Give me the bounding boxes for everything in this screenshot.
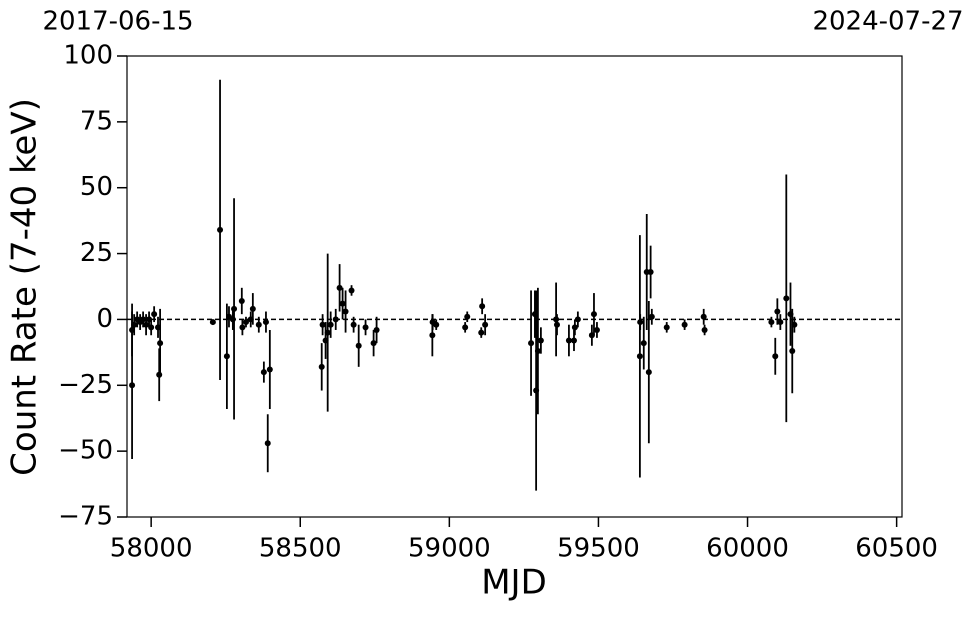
data-point: [318, 363, 325, 370]
y-axis-label: Count Rate (7-40 keV): [5, 98, 45, 476]
data-point: [249, 305, 256, 312]
data-point: [373, 326, 380, 333]
data-point: [324, 329, 331, 336]
data-point: [464, 313, 471, 320]
data-point: [327, 321, 334, 328]
data-point: [681, 321, 688, 328]
data-point: [429, 332, 436, 339]
data-point: [157, 340, 164, 347]
data-point: [140, 316, 147, 323]
data-point: [342, 308, 349, 315]
data-point: [148, 324, 155, 331]
top-label-start: 2017-06-15: [42, 7, 193, 37]
data-point: [528, 340, 535, 347]
data-point: [462, 324, 469, 331]
data-point: [570, 337, 577, 344]
x-tick-label: 59000: [408, 534, 491, 564]
data-point: [640, 340, 647, 347]
data-point: [350, 321, 357, 328]
data-point: [648, 313, 655, 320]
data-point: [255, 321, 262, 328]
y-tick-label: −75: [58, 502, 113, 532]
y-tick-label: −50: [58, 436, 113, 466]
x-tick-label: 58000: [110, 534, 193, 564]
data-point: [777, 319, 784, 326]
x-axis-label: MJD: [481, 563, 547, 603]
data-point: [355, 342, 362, 349]
data-point: [593, 326, 600, 333]
data-point: [433, 321, 440, 328]
data-point: [332, 316, 339, 323]
data-point: [262, 319, 269, 326]
data-point: [264, 440, 271, 447]
data-point: [482, 321, 489, 328]
data-point: [574, 316, 581, 323]
data-point: [339, 300, 346, 307]
data-point: [789, 348, 796, 355]
data-point: [701, 326, 708, 333]
data-point: [231, 305, 238, 312]
data-point: [772, 353, 779, 360]
data-point: [637, 319, 644, 326]
data-point: [209, 319, 216, 326]
x-tick-label: 59500: [557, 534, 640, 564]
data-point: [319, 321, 326, 328]
data-point: [362, 324, 369, 331]
x-tick-label: 60500: [855, 534, 938, 564]
data-point: [238, 297, 245, 304]
data-point: [647, 269, 654, 276]
data-point: [479, 303, 486, 310]
data-point: [260, 369, 267, 376]
data-point: [336, 284, 343, 291]
data-point: [223, 353, 230, 360]
y-tick-label: −25: [58, 370, 113, 400]
plot-frame: [126, 55, 903, 518]
data-point: [700, 313, 707, 320]
data-point: [242, 319, 249, 326]
x-tick-label: 60000: [706, 534, 789, 564]
data-point: [553, 321, 560, 328]
y-tick-label: 100: [63, 41, 113, 71]
data-point: [636, 353, 643, 360]
data-point: [151, 311, 158, 318]
data-point: [217, 226, 224, 233]
data-point: [370, 340, 377, 347]
data-point: [768, 319, 775, 326]
data-point: [791, 321, 798, 328]
data-point: [537, 337, 544, 344]
data-point: [229, 316, 236, 323]
data-point: [534, 348, 541, 355]
data-point: [663, 324, 670, 331]
data-point: [774, 308, 781, 315]
data-point: [565, 337, 572, 344]
data-point: [348, 287, 355, 294]
data-point: [143, 321, 150, 328]
data-point: [590, 311, 597, 318]
y-tick-label: 25: [80, 238, 113, 268]
data-point: [129, 382, 136, 389]
y-tick-label: 0: [96, 304, 113, 334]
data-point: [783, 295, 790, 302]
top-label-end: 2024-07-27: [812, 7, 963, 37]
y-tick-label: 75: [80, 106, 113, 136]
data-point: [239, 324, 246, 331]
data-point: [131, 321, 138, 328]
y-tick-label: 50: [80, 172, 113, 202]
data-point: [266, 366, 273, 373]
data-point: [571, 324, 578, 331]
x-tick-label: 58500: [259, 534, 342, 564]
data-point: [645, 369, 652, 376]
data-point: [478, 329, 485, 336]
